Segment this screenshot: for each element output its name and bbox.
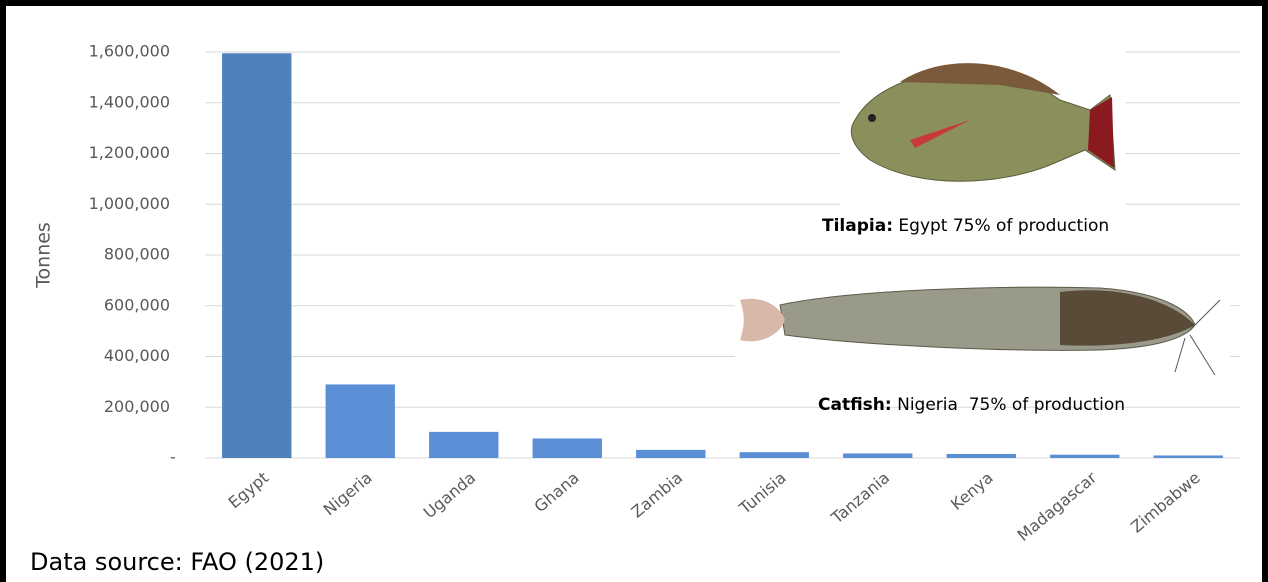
catfish-head	[1060, 290, 1195, 346]
annotation: Tilapia: Egypt 75% of production	[822, 216, 1118, 236]
y-tick-label: -	[170, 448, 176, 467]
bar	[1050, 454, 1120, 458]
y-tick-label: 200,000	[104, 397, 170, 416]
bar	[429, 431, 499, 458]
bar	[325, 384, 395, 458]
bar	[636, 449, 706, 458]
annotation-label: Tilapia:	[822, 216, 893, 236]
bar	[532, 438, 602, 458]
tilapia-pelvic	[910, 120, 970, 148]
source: Data source: FAO (2021)	[30, 548, 325, 576]
tilapia-tail	[1088, 97, 1114, 168]
bar	[222, 53, 292, 459]
bars	[222, 53, 1223, 459]
bar	[946, 453, 1016, 458]
y-tick-label: 800,000	[104, 245, 170, 264]
pictures	[735, 48, 1230, 380]
y-tick-label: 600,000	[104, 295, 170, 314]
y-tick-label: 400,000	[104, 346, 170, 365]
catfish-barbels	[1174, 299, 1221, 376]
y-tick-label: 1,200,000	[89, 143, 170, 162]
bar	[739, 452, 809, 458]
bar	[843, 453, 913, 458]
y-tick-label: 1,600,000	[89, 42, 170, 61]
y-tick-label: 1,000,000	[89, 194, 170, 213]
annotation-label: Catfish:	[818, 395, 892, 415]
tilapia-fin	[900, 63, 1060, 95]
annotation-text: Nigeria 75% of production	[897, 395, 1125, 415]
annotation: Catfish: Nigeria 75% of production	[818, 395, 1125, 415]
annotation-text: Egypt 75% of production	[898, 216, 1110, 236]
bar	[1153, 455, 1223, 458]
catfish-tail	[740, 298, 785, 342]
y-axis-label: Tonnes	[33, 222, 55, 289]
tilapia-eye	[868, 114, 876, 122]
y-tick-label: 1,400,000	[89, 92, 170, 111]
